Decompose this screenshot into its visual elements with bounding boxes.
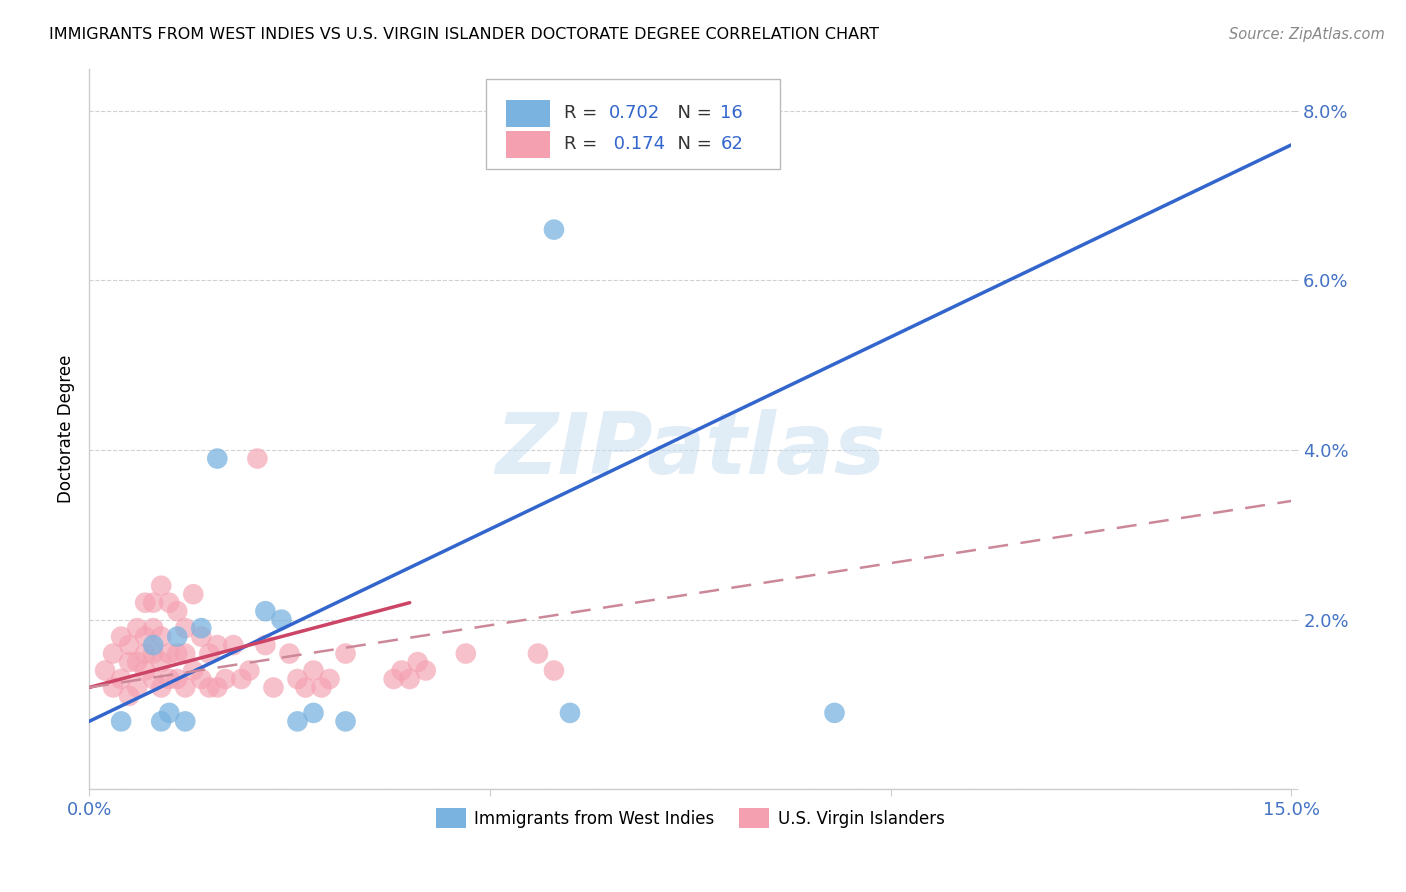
Point xyxy=(214,672,236,686)
FancyBboxPatch shape xyxy=(506,130,550,158)
Point xyxy=(246,451,269,466)
Point xyxy=(174,681,197,695)
Point xyxy=(190,630,212,644)
Point xyxy=(134,596,156,610)
Text: Source: ZipAtlas.com: Source: ZipAtlas.com xyxy=(1229,27,1385,42)
Point xyxy=(166,647,188,661)
Point xyxy=(174,621,197,635)
Point xyxy=(406,655,429,669)
Legend: Immigrants from West Indies, U.S. Virgin Islanders: Immigrants from West Indies, U.S. Virgin… xyxy=(429,801,952,835)
Point xyxy=(174,714,197,729)
Point xyxy=(127,621,149,635)
Point xyxy=(302,664,325,678)
Text: N =: N = xyxy=(666,136,717,153)
FancyBboxPatch shape xyxy=(486,79,780,169)
Text: 0.702: 0.702 xyxy=(609,104,659,122)
Point xyxy=(391,664,413,678)
Point xyxy=(311,681,333,695)
Point xyxy=(101,647,124,661)
Point xyxy=(335,714,357,729)
Point xyxy=(142,621,165,635)
Point xyxy=(254,638,277,652)
Text: IMMIGRANTS FROM WEST INDIES VS U.S. VIRGIN ISLANDER DOCTORATE DEGREE CORRELATION: IMMIGRANTS FROM WEST INDIES VS U.S. VIRG… xyxy=(49,27,879,42)
Point xyxy=(398,672,420,686)
Point xyxy=(150,655,173,669)
Point xyxy=(101,681,124,695)
Point xyxy=(335,647,357,661)
Point xyxy=(134,630,156,644)
Point xyxy=(454,647,477,661)
Point xyxy=(287,672,309,686)
Point xyxy=(527,647,550,661)
Point xyxy=(142,647,165,661)
Point xyxy=(198,647,221,661)
Point xyxy=(254,604,277,618)
Y-axis label: Doctorate Degree: Doctorate Degree xyxy=(58,355,75,503)
Point xyxy=(824,706,846,720)
Point xyxy=(118,689,141,703)
Point xyxy=(190,621,212,635)
Point xyxy=(181,664,204,678)
Point xyxy=(238,664,260,678)
Point xyxy=(110,714,132,729)
Point xyxy=(302,706,325,720)
Point xyxy=(134,664,156,678)
Text: R =: R = xyxy=(564,136,603,153)
Point xyxy=(118,655,141,669)
Point xyxy=(231,672,253,686)
Point xyxy=(157,706,180,720)
Point xyxy=(157,672,180,686)
Point xyxy=(110,672,132,686)
Point xyxy=(190,672,212,686)
Point xyxy=(207,451,229,466)
Point xyxy=(157,647,180,661)
Point xyxy=(150,579,173,593)
Point xyxy=(150,630,173,644)
FancyBboxPatch shape xyxy=(506,100,550,127)
Point xyxy=(543,222,565,236)
Text: R =: R = xyxy=(564,104,603,122)
Point xyxy=(181,587,204,601)
Point xyxy=(166,672,188,686)
Point xyxy=(94,664,117,678)
Point xyxy=(142,672,165,686)
Point xyxy=(150,714,173,729)
Text: ZIPatlas: ZIPatlas xyxy=(495,409,886,492)
Point xyxy=(142,638,165,652)
Point xyxy=(558,706,581,720)
Point xyxy=(134,647,156,661)
Text: N =: N = xyxy=(666,104,717,122)
Text: 16: 16 xyxy=(720,104,742,122)
Point xyxy=(198,681,221,695)
Point xyxy=(118,638,141,652)
Point xyxy=(207,638,229,652)
Point xyxy=(157,596,180,610)
Point xyxy=(287,714,309,729)
Point xyxy=(262,681,284,695)
Point xyxy=(318,672,340,686)
Point xyxy=(270,613,292,627)
Point xyxy=(278,647,301,661)
Point xyxy=(543,664,565,678)
Point xyxy=(166,604,188,618)
Text: 0.174: 0.174 xyxy=(609,136,665,153)
Point xyxy=(207,681,229,695)
Point xyxy=(174,647,197,661)
Point xyxy=(415,664,437,678)
Point xyxy=(166,630,188,644)
Point xyxy=(127,681,149,695)
Point xyxy=(127,655,149,669)
Text: 62: 62 xyxy=(720,136,744,153)
Point xyxy=(110,630,132,644)
Point xyxy=(294,681,316,695)
Point xyxy=(222,638,245,652)
Point xyxy=(142,596,165,610)
Point xyxy=(150,681,173,695)
Point xyxy=(382,672,405,686)
